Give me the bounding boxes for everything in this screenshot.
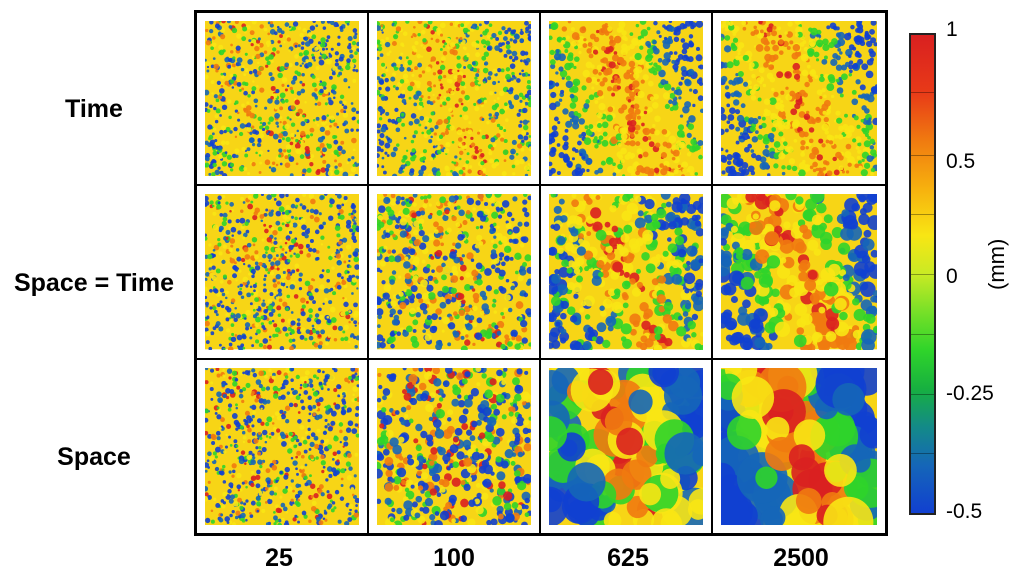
elevation-map-space-time-2500 [721,194,877,350]
panel-time-625 [541,13,713,187]
panel-space-time-625 [541,186,713,360]
colorbar-tick-0: 0 [946,265,958,288]
colorbar-unit-label: (mm) [984,238,1009,290]
colorbar-tick-minus-0-25: -0.25 [946,382,994,405]
colorbar-tick-1: 1 [946,18,958,41]
column-label-625: 625 [607,544,649,572]
elevation-map-space-100 [377,367,531,525]
row-label-space: Space [57,443,131,471]
elevation-map-time-100 [377,21,531,177]
colorbar-tick-minus-0-5: -0.5 [946,500,983,523]
elevation-map-time-625 [549,21,703,177]
elevation-map-space-2500 [721,367,877,525]
panel-time-25 [197,13,369,187]
column-label-2500: 2500 [773,544,829,572]
panel-time-100 [369,13,541,187]
elevation-map-space-25 [205,367,359,525]
elevation-map-space-time-100 [377,194,531,350]
panel-space-time-2500 [713,186,885,360]
panel-space-2500 [713,360,885,533]
panel-time-2500 [713,13,885,187]
elevation-map-space-time-25 [205,194,359,350]
row-label-time: Time [65,95,123,123]
row-label-space-equals-time: Space = Time [13,269,175,297]
elevation-map-time-2500 [721,21,877,177]
colorbar [909,33,936,515]
panel-grid [194,10,888,536]
elevation-map-time-25 [205,21,359,177]
panel-space-625 [541,359,713,533]
elevation-map-space-time-625 [549,194,703,350]
panel-space-time-100 [369,186,541,360]
panel-space-100 [369,359,541,533]
column-label-25: 25 [265,544,293,572]
panel-space-time-25 [197,186,369,360]
colorbar-tick-0-5: 0.5 [946,150,976,173]
elevation-map-space-625 [549,367,703,525]
panel-space-25 [197,359,369,533]
column-label-100: 100 [433,544,475,572]
